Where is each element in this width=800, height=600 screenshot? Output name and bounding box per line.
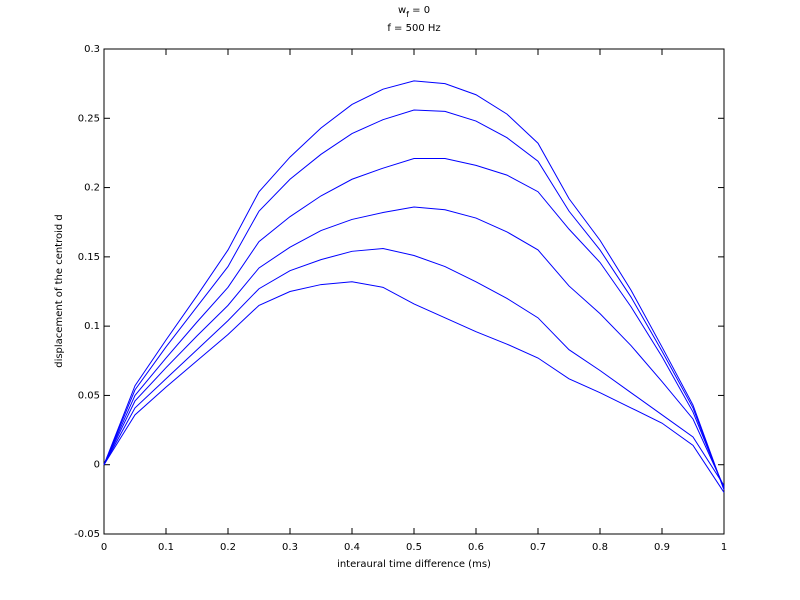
x-tick-label: 0.2 [220,542,236,553]
chart-subtitle: f = 500 Hz [387,23,440,34]
data-line [103,109,725,490]
y-tick-label: 0.1 [84,321,100,332]
x-tick-label: 0.3 [282,542,298,553]
y-axis-label: displacement of the centroid d [54,214,65,368]
x-tick-label: 0.7 [530,542,546,553]
x-tick-label: 0.9 [654,542,670,553]
y-tick-label: 0.15 [78,252,100,263]
y-tick-label: 0.2 [84,183,100,194]
title-rest: = 0 [409,5,430,16]
x-tick-label: 0 [101,542,107,553]
plot-area [103,48,725,535]
x-axis-label: interaural time difference (ms) [337,559,491,570]
y-tick-label: -0.05 [74,529,100,540]
x-tick-label: 0.8 [592,542,608,553]
y-tick-label: 0.25 [78,113,100,124]
data-line [103,80,725,490]
data-line [103,206,725,488]
title-subscript: f [406,10,409,19]
x-tick-label: 0.6 [468,542,484,553]
y-tick-label: 0.05 [78,390,100,401]
title-main: w [398,5,406,16]
x-tick-label: 0.1 [158,542,174,553]
x-tick-label: 1 [721,542,727,553]
data-line [103,281,725,493]
y-tick-label: 0 [94,460,100,471]
x-tick-label: 0.4 [344,542,360,553]
y-tick-label: 0.3 [84,44,100,55]
chart-title: wf = 0 [398,5,430,19]
data-line [103,248,725,486]
data-line [103,157,725,489]
x-tick-label: 0.5 [406,542,422,553]
